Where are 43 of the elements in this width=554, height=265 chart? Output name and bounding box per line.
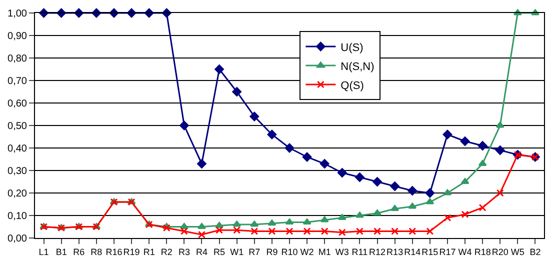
x-tick-label: R4 bbox=[196, 246, 208, 257]
x-tick-label: R9 bbox=[266, 246, 278, 257]
x-tick-label: R10 bbox=[281, 246, 298, 257]
y-tick-label: 0,50 bbox=[8, 121, 28, 132]
x-tick-label: W2 bbox=[300, 246, 314, 257]
y-tick-label: 0,40 bbox=[8, 144, 28, 154]
x-tick-label: B2 bbox=[530, 246, 541, 257]
x-tick-label: R7 bbox=[248, 246, 260, 257]
y-tick-label: 1,00 bbox=[8, 8, 28, 20]
legend-label: N(S,N) bbox=[340, 60, 374, 73]
x-tick-label: R14 bbox=[404, 246, 421, 257]
x-tick-label: R20 bbox=[492, 246, 508, 257]
x-tick-label: R15 bbox=[422, 246, 438, 257]
y-tick-label: 0,90 bbox=[8, 31, 28, 42]
x-tick-label: R2 bbox=[160, 246, 172, 257]
x-tick-label: R3 bbox=[178, 246, 190, 257]
legend-label: U(S) bbox=[340, 42, 364, 54]
x-tick-label: W5 bbox=[510, 246, 524, 257]
x-tick-label: M1 bbox=[318, 246, 331, 257]
x-tick-label: R1 bbox=[143, 246, 155, 257]
x-tick-label: R18 bbox=[474, 246, 491, 257]
y-tick-label: 0,30 bbox=[8, 166, 28, 177]
x-tick-label: R19 bbox=[123, 246, 140, 257]
x-tick-label: L1 bbox=[38, 246, 49, 257]
x-tick-label: R13 bbox=[386, 246, 404, 257]
x-tick-label: W3 bbox=[335, 246, 349, 257]
x-tick-label: R12 bbox=[369, 246, 386, 257]
x-tick-label: W1 bbox=[230, 246, 244, 257]
x-tick-label: B1 bbox=[56, 246, 67, 257]
x-tick-label: R16 bbox=[106, 246, 122, 257]
y-tick-label: 0,20 bbox=[8, 188, 28, 200]
y-tick-label: 0,70 bbox=[8, 76, 28, 87]
y-tick-label: 0,10 bbox=[8, 211, 28, 222]
x-tick-label: R8 bbox=[90, 246, 102, 257]
y-tick-label: 0,80 bbox=[8, 54, 28, 64]
x-tick-label: R11 bbox=[352, 246, 368, 257]
y-tick-label: 0,00 bbox=[8, 234, 28, 244]
x-tick-label: R17 bbox=[439, 246, 456, 257]
legend-label: Q(S) bbox=[340, 80, 364, 92]
x-tick-label: R5 bbox=[214, 246, 226, 257]
y-tick-label: 0,60 bbox=[8, 98, 28, 110]
x-tick-label: W4 bbox=[458, 246, 472, 257]
x-tick-label: R6 bbox=[73, 246, 85, 257]
